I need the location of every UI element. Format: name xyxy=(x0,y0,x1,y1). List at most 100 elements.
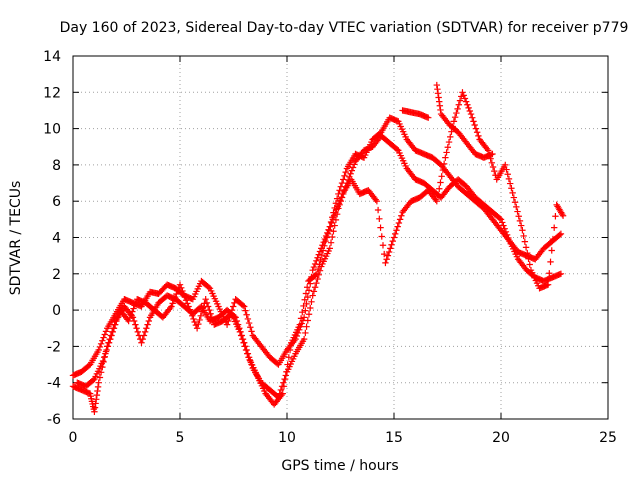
data-point xyxy=(469,114,476,121)
data-point xyxy=(96,343,104,351)
data-point xyxy=(168,303,175,310)
data-point xyxy=(187,309,195,316)
data-point xyxy=(506,180,514,187)
data-point xyxy=(300,335,308,343)
data-point xyxy=(376,215,383,223)
data-point xyxy=(198,308,206,315)
y-tick-label: -4 xyxy=(47,376,61,392)
data-point xyxy=(335,200,343,207)
data-point xyxy=(108,332,115,339)
data-point xyxy=(170,297,178,304)
data-point xyxy=(89,376,97,384)
data-point xyxy=(489,150,496,158)
data-point xyxy=(191,318,198,326)
data-point xyxy=(489,163,497,171)
data-point xyxy=(526,261,533,268)
data-point xyxy=(444,144,452,151)
data-point xyxy=(281,375,289,383)
data-point xyxy=(143,325,150,332)
data-point xyxy=(513,203,520,211)
data-point xyxy=(377,224,384,231)
data-point xyxy=(181,293,189,301)
data-point xyxy=(330,212,338,219)
data-point xyxy=(314,275,321,283)
data-point xyxy=(284,361,291,368)
data-point xyxy=(460,92,467,99)
data-point xyxy=(107,335,114,343)
data-point xyxy=(316,261,323,268)
y-tick-label: 2 xyxy=(52,267,61,283)
data-point xyxy=(447,133,454,141)
data-point xyxy=(190,315,197,323)
data-point xyxy=(169,300,176,307)
data-point xyxy=(322,237,329,245)
data-point xyxy=(436,98,443,105)
data-point xyxy=(247,324,254,331)
data-point xyxy=(392,230,399,238)
data-point xyxy=(97,369,105,376)
data-point xyxy=(347,170,354,177)
data-point xyxy=(179,287,186,295)
x-tick-label: 20 xyxy=(492,430,510,446)
data-point xyxy=(242,307,249,314)
data-point xyxy=(387,245,394,252)
data-point xyxy=(503,231,511,239)
data-point xyxy=(319,247,327,254)
data-point xyxy=(312,271,319,279)
data-point xyxy=(286,346,294,354)
data-point xyxy=(305,311,313,318)
data-point xyxy=(502,228,510,235)
series-trace-3 xyxy=(74,89,567,408)
data-point xyxy=(130,317,138,325)
data-point xyxy=(105,339,113,346)
x-axis-label: GPS time / hours xyxy=(281,458,398,474)
data-point xyxy=(102,350,109,357)
data-point xyxy=(302,329,309,337)
data-point xyxy=(548,247,555,254)
data-point xyxy=(434,90,442,97)
data-point xyxy=(433,81,440,89)
data-point xyxy=(466,107,474,115)
data-point xyxy=(178,284,185,292)
data-point xyxy=(171,293,179,301)
data-point xyxy=(508,185,515,192)
data-point xyxy=(139,335,146,343)
data-point xyxy=(341,172,348,179)
data-point xyxy=(450,118,458,125)
data-point xyxy=(461,95,469,102)
data-point xyxy=(472,125,480,132)
data-point xyxy=(304,317,311,324)
data-point xyxy=(440,160,448,168)
data-point xyxy=(459,89,466,96)
data-point xyxy=(138,339,145,346)
data-point xyxy=(435,94,442,101)
data-point xyxy=(132,321,139,328)
data-point xyxy=(277,386,285,394)
data-point xyxy=(502,161,509,169)
data-point xyxy=(186,306,193,313)
data-point xyxy=(280,383,288,390)
data-point xyxy=(505,175,513,183)
data-point xyxy=(549,235,557,243)
data-point xyxy=(145,317,153,325)
data-point xyxy=(303,284,311,291)
data-point xyxy=(241,303,248,310)
data-point xyxy=(245,319,253,327)
data-point xyxy=(125,317,132,325)
data-point xyxy=(237,332,245,339)
data-point xyxy=(205,284,212,291)
data-point xyxy=(134,328,142,336)
data-point xyxy=(467,110,475,118)
data-point xyxy=(94,387,101,395)
data-point xyxy=(349,164,357,171)
axis-ticks: 0 5 10 15 20 25 -6 -4 -2 0 2 4 6 8 10 12 14 xyxy=(43,49,617,446)
data-point xyxy=(102,328,110,335)
data-point xyxy=(114,314,121,321)
data-point xyxy=(388,241,395,248)
data-point xyxy=(129,308,136,315)
data-point xyxy=(516,217,524,225)
grid xyxy=(73,56,608,419)
data-point xyxy=(202,296,209,303)
data-point xyxy=(395,219,403,227)
data-point xyxy=(499,219,506,226)
